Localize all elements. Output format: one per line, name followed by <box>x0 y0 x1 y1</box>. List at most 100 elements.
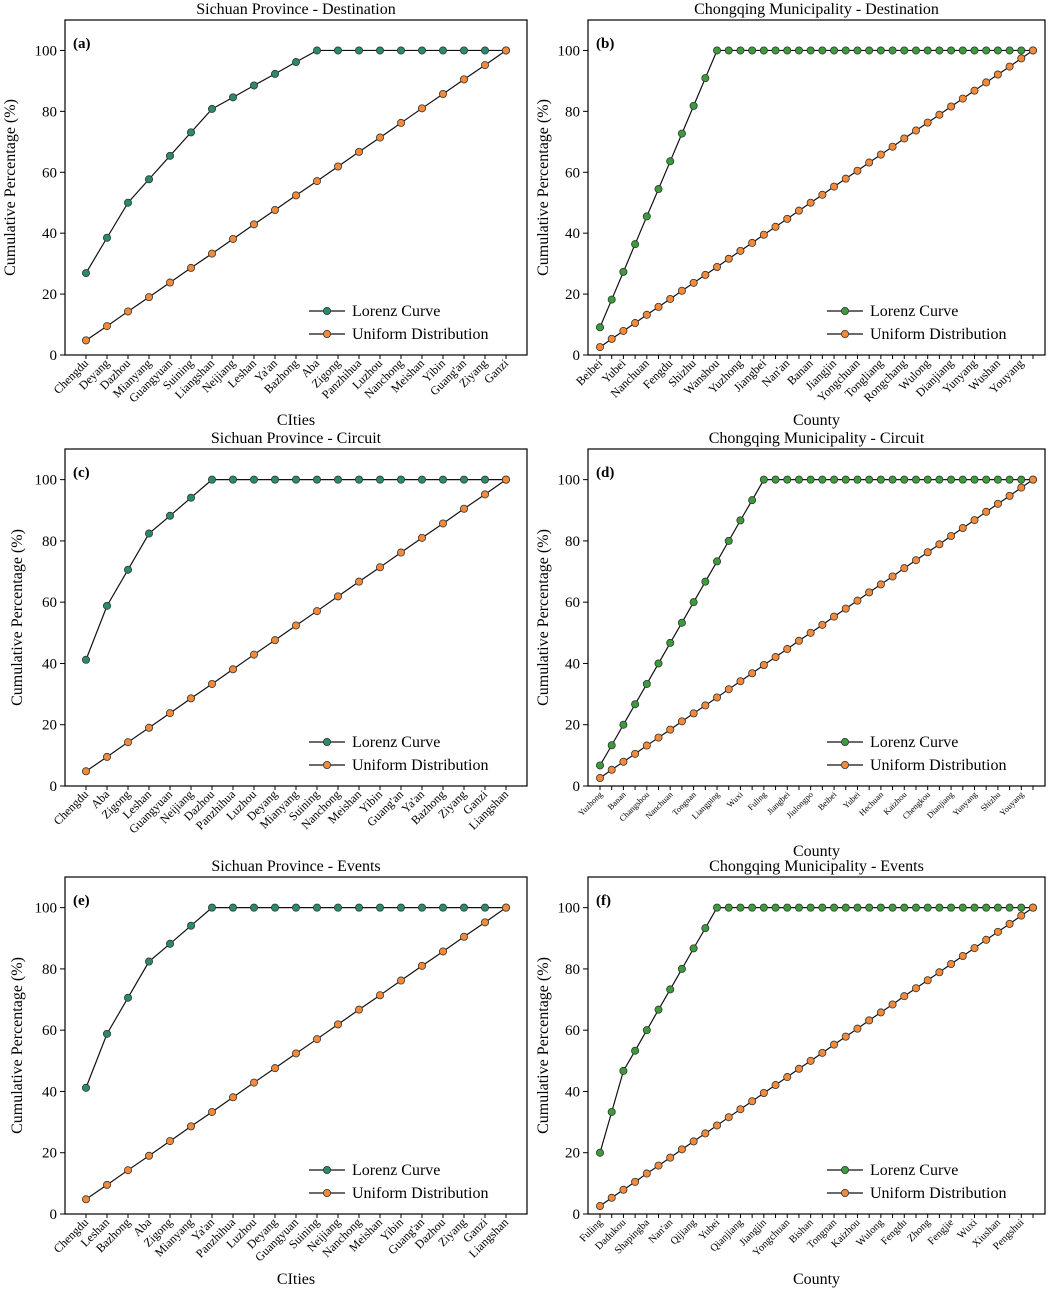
x-tick-label: Youyang <box>997 789 1026 818</box>
marker <box>865 903 874 912</box>
marker <box>165 939 174 948</box>
x-tick-label: Hechuan <box>857 789 886 818</box>
marker <box>993 927 1002 936</box>
marker <box>993 475 1002 484</box>
marker <box>596 343 605 352</box>
x-tick-label: Dianjiang <box>925 789 956 820</box>
y-tick-label: 0 <box>50 1207 58 1223</box>
marker <box>459 504 468 513</box>
marker <box>677 618 686 627</box>
marker <box>947 475 956 484</box>
marker <box>186 493 195 502</box>
marker <box>935 475 944 484</box>
marker <box>354 1005 363 1014</box>
marker <box>654 659 663 668</box>
marker <box>900 134 909 143</box>
marker <box>794 475 803 484</box>
marker <box>501 903 510 912</box>
marker <box>1005 475 1014 484</box>
marker <box>724 254 733 263</box>
marker <box>480 46 489 55</box>
marker <box>333 475 342 484</box>
marker <box>312 475 321 484</box>
marker <box>607 1107 616 1116</box>
marker <box>900 475 909 484</box>
y-tick-label: 100 <box>35 473 58 489</box>
y-tick-label: 0 <box>573 779 581 795</box>
marker <box>417 533 426 542</box>
chart-title: Sichuan Province - Destination <box>196 1 396 18</box>
y-axis-label: Cumulative Percentage (%) <box>535 529 552 706</box>
marker <box>783 903 792 912</box>
marker <box>642 741 651 750</box>
marker <box>249 1078 258 1087</box>
y-tick-label: 80 <box>565 104 580 120</box>
y-tick-label: 20 <box>565 1146 580 1162</box>
marker <box>82 767 91 776</box>
marker <box>970 516 979 525</box>
marker <box>103 1029 112 1038</box>
marker <box>666 294 675 303</box>
y-axis-label: Cumulative Percentage (%) <box>535 957 552 1134</box>
marker <box>124 198 133 207</box>
marker <box>207 475 216 484</box>
marker <box>794 206 803 215</box>
marker <box>354 147 363 156</box>
marker <box>736 1105 745 1114</box>
marker <box>417 903 426 912</box>
y-axis-label: Cumulative Percentage (%) <box>535 99 552 276</box>
y-tick-label: 40 <box>42 226 57 242</box>
marker <box>736 903 745 912</box>
marker <box>935 46 944 55</box>
marker <box>631 1177 640 1186</box>
marker <box>900 46 909 55</box>
marker <box>654 185 663 194</box>
marker <box>312 46 321 55</box>
marker <box>806 1056 815 1065</box>
marker <box>794 46 803 55</box>
marker <box>923 118 932 127</box>
marker <box>947 102 956 111</box>
marker <box>396 46 405 55</box>
x-tick-label: Ganzi <box>481 356 512 387</box>
marker <box>701 701 710 710</box>
y-tick-label: 80 <box>565 534 580 550</box>
x-axis-label: County <box>793 1271 840 1288</box>
legend-label: Uniform Distribution <box>870 757 1006 774</box>
marker <box>619 267 628 276</box>
marker <box>596 323 605 332</box>
y-tick-label: 20 <box>565 718 580 734</box>
marker <box>982 46 991 55</box>
marker <box>865 1016 874 1025</box>
marker <box>911 556 920 565</box>
marker <box>865 46 874 55</box>
marker <box>459 75 468 84</box>
marker <box>459 932 468 941</box>
y-tick-label: 40 <box>565 226 580 242</box>
marker <box>876 580 885 589</box>
marker <box>596 774 605 783</box>
legend-marker <box>841 761 850 770</box>
marker <box>480 61 489 70</box>
legend-marker <box>841 329 850 338</box>
marker <box>771 475 780 484</box>
marker <box>186 921 195 930</box>
y-tick-label: 0 <box>573 348 581 364</box>
marker <box>666 985 675 994</box>
marker <box>596 1148 605 1157</box>
marker <box>438 947 447 956</box>
frame <box>587 19 1046 356</box>
y-axis-label: Cumulative Percentage (%) <box>2 99 19 276</box>
marker <box>958 46 967 55</box>
marker <box>876 46 885 55</box>
marker <box>853 475 862 484</box>
marker <box>144 175 153 184</box>
y-tick-label: 80 <box>42 104 57 120</box>
legend-label: Uniform Distribution <box>870 326 1006 343</box>
y-tick-label: 100 <box>558 901 581 917</box>
marker <box>947 903 956 912</box>
marker <box>888 46 897 55</box>
marker <box>853 596 862 605</box>
marker <box>165 278 174 287</box>
marker <box>333 162 342 171</box>
